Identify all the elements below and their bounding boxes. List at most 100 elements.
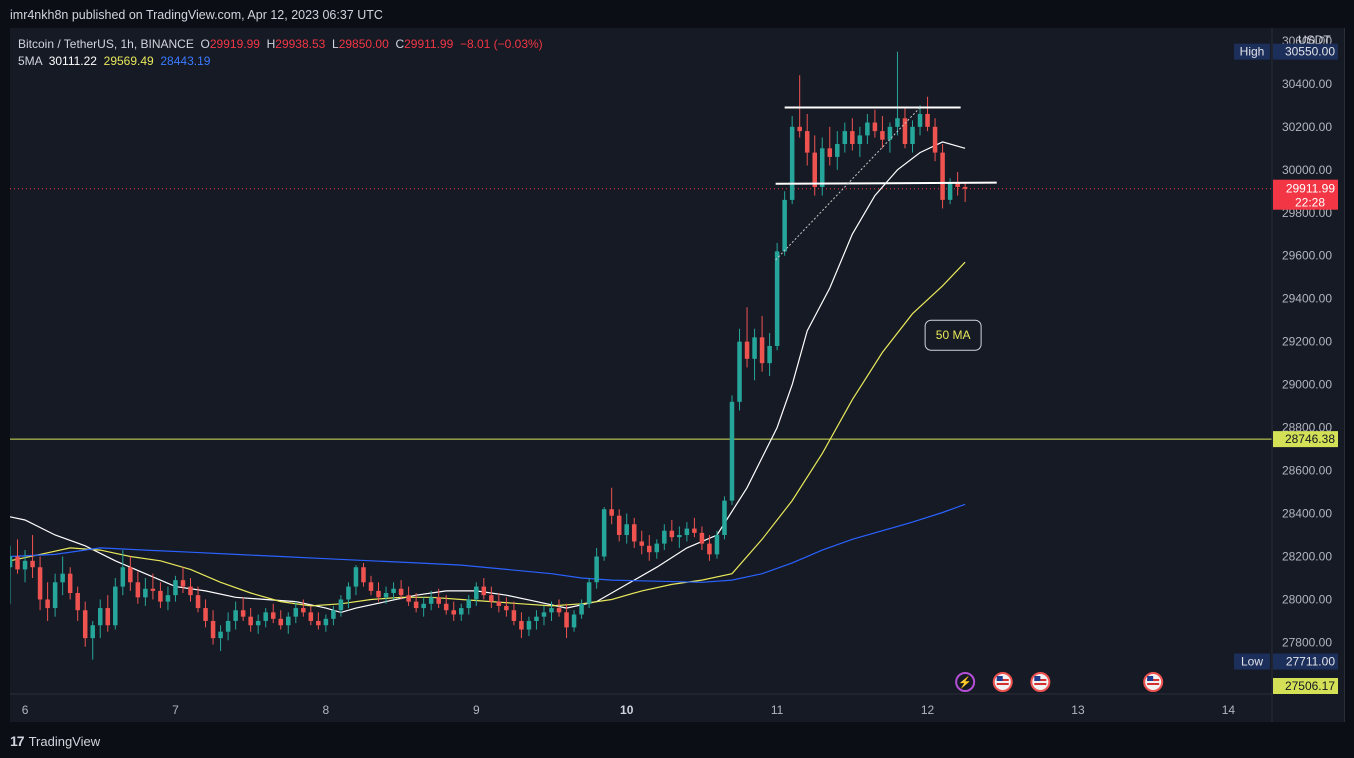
candle [714,530,720,559]
candle-body [368,582,374,591]
candle-body [541,612,547,617]
candle [15,539,20,574]
candle-body [195,595,201,609]
candle-body [203,608,208,621]
candle-body [616,515,622,536]
candle [113,577,118,630]
time-tick-label: 12 [921,703,935,717]
candle-body [947,182,953,200]
candle-body [677,535,682,538]
candle [458,603,464,621]
flag-canton [1034,676,1041,681]
candle [819,137,825,196]
candle-body [165,595,171,602]
horizontal-line-label-value: 28746.38 [1285,432,1335,446]
open-value: 29919.99 [209,37,260,51]
candle-body [398,588,404,596]
candle-body [225,620,231,632]
candle-body [654,543,660,553]
candle-body [767,345,772,364]
candle-body [173,580,178,596]
event-ring [955,672,976,692]
flag-canton [1147,676,1154,681]
us-flag-icon[interactable] [992,672,1013,692]
price-tick-label: 27800.00 [1282,635,1332,649]
candle [616,509,622,542]
candle-body [474,586,479,600]
candle [218,625,223,652]
candle [707,535,712,561]
candle-body [631,524,637,542]
price-tick-label: 30200.00 [1282,120,1332,134]
candle [940,144,945,209]
candle-body [511,610,517,621]
candle [722,496,727,540]
candle-body [346,586,351,600]
candle-body [361,567,366,583]
candle-body [880,131,885,140]
chart-legend: Bitcoin / TetherUS, 1h, BINANCE O29919.9… [18,36,543,70]
ma-fast-value: 30111.22 [48,54,97,68]
candle [45,582,50,621]
candle [812,135,817,196]
event-ring [992,672,1013,692]
candle-body [714,535,720,555]
us-flag-icon[interactable] [1030,672,1051,692]
candle [233,601,238,630]
candle-body [105,608,111,626]
low-marker-tag-text: Low [1241,655,1263,669]
candle [316,612,321,630]
candle [842,122,848,153]
candle-body [67,573,73,594]
candle [474,582,479,606]
candle [128,556,133,591]
price-tick-label: 30400.00 [1282,77,1332,91]
candle-body [458,608,464,615]
legend-ma-row[interactable]: 5MA 30111.22 29569.49 28443.19 [18,53,543,70]
candle-body [504,605,509,611]
candle-body [940,152,945,200]
bottom-marker: 27506.17 [1273,678,1338,694]
candle [398,580,404,600]
candle [165,586,171,611]
us-flag-icon[interactable] [1143,672,1164,692]
lightning-icon[interactable]: ⚡ [955,672,976,692]
price-tick-label: 28800.00 [1282,421,1332,435]
candle-body [120,567,126,587]
candle-body [534,616,539,621]
candle-body [752,337,757,359]
candle [669,519,675,542]
candle [647,535,652,561]
price-tick-label: 28000.00 [1282,592,1332,606]
candle [293,601,299,624]
candle-body [496,601,502,606]
candle-body [624,524,629,536]
chart-frame[interactable]: 27600.0027800.0028000.0028200.0028400.00… [10,28,1345,722]
ma-fast-line [10,141,966,614]
trend-line [775,181,997,185]
candle [729,395,735,505]
candle-body [210,620,216,639]
candle-body [150,588,156,591]
candle-body [421,603,426,609]
close-value: 29911.99 [404,37,454,51]
candle [895,51,900,136]
footer-brand[interactable]: 17 TradingView [10,733,100,749]
candle-body [827,148,833,157]
candle-body [639,541,645,546]
candle-body [451,610,456,615]
candle-body [609,509,614,516]
symbol-title[interactable]: Bitcoin / TetherUS, 1h, BINANCE [18,37,194,51]
candle-body [759,337,765,364]
candle [481,577,487,600]
candle [662,524,667,551]
candle [526,616,532,636]
candle-body [594,556,599,583]
last-price-value: 29911.99 [1286,182,1335,196]
candle [752,328,757,381]
candle-body [669,530,675,538]
candle-body [10,556,13,568]
ma-annotation[interactable]: 50 MA [924,319,982,351]
price-chart[interactable]: 27600.0027800.0028000.0028200.0028400.00… [10,28,1344,722]
